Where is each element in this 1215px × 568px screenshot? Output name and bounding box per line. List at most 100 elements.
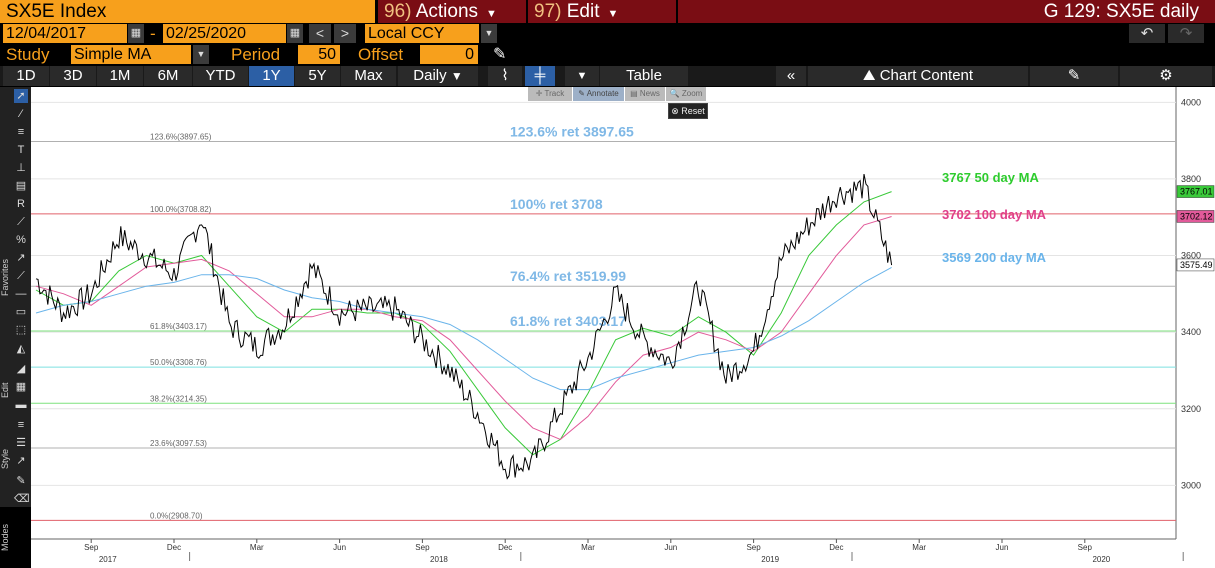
period-max[interactable]: Max (341, 66, 396, 86)
period-6m[interactable]: 6M (144, 66, 192, 86)
x-tick-label: Dec (167, 543, 181, 552)
news-label: News (639, 89, 660, 98)
chevron-right-icon[interactable]: > (334, 24, 356, 43)
edit-menu[interactable]: 97) Edit ▼ (528, 0, 676, 23)
series-line (35, 191, 892, 456)
x-tick-label: Sep (415, 543, 430, 552)
period-ytd[interactable]: YTD (193, 66, 248, 86)
track-button[interactable]: ✛ Track (528, 87, 572, 101)
calendar-icon[interactable]: ▦ (128, 24, 144, 43)
period-input[interactable]: 50 (298, 45, 340, 64)
fib-small-label: 50.0%(3308.76) (150, 358, 207, 367)
x-tick-label: Jun (333, 543, 346, 552)
security-field[interactable]: SX5E Index (0, 0, 375, 23)
calendar-icon[interactable]: ▦ (287, 24, 303, 43)
pencil-icon[interactable]: ✎ (493, 46, 507, 63)
line-style-icon[interactable]: ≡ (17, 419, 25, 431)
text-tool-icon[interactable]: T (17, 144, 25, 156)
chart-toolbar: 1D 3D 1M 6M YTD 1Y 5Y Max Daily ▼ ⌇ ╪ ▼ … (0, 66, 1215, 86)
undo-icon[interactable]: ↶ (1129, 24, 1165, 43)
period-5y[interactable]: 5Y (295, 66, 340, 86)
background-color-icon[interactable]: ▬ (15, 399, 27, 411)
chart-content-button[interactable]: ⛰ Chart Content (808, 66, 1028, 86)
eraser-icon[interactable]: ⌫ (14, 493, 30, 505)
x-tick-label: Dec (498, 543, 512, 552)
study-select[interactable]: Simple MA (71, 45, 191, 64)
caret-down-icon[interactable]: ▼ (481, 24, 497, 43)
period-1m[interactable]: 1M (97, 66, 143, 86)
chevron-left-icon[interactable]: < (309, 24, 331, 43)
fibonacci-icon[interactable]: ≡ (17, 126, 25, 138)
reset-label: Reset (681, 106, 705, 116)
reset-button[interactable]: ⊗ Reset (668, 103, 708, 119)
annotate-button[interactable]: ✎ Annotate (573, 87, 624, 101)
last-value-badge (1176, 258, 1215, 272)
horizontal-line-icon[interactable]: — (15, 288, 27, 300)
cursor-icon[interactable]: ➚ (14, 89, 28, 103)
function-title: G 129: SX5E daily (678, 0, 1215, 23)
annotation-icon[interactable]: ◭ (16, 343, 26, 355)
period-value: 50 (318, 46, 336, 63)
title-bar: SX5E Index 96) Actions ▼ 97) Edit ▼ G 129:… (0, 0, 1215, 23)
line-width-icon[interactable]: ☰ (16, 437, 26, 449)
x-tick-label: Mar (581, 543, 595, 552)
period-label: Max (354, 67, 383, 84)
caret-down-icon[interactable]: ▼ (565, 66, 599, 86)
security-name: SX5E Index (6, 1, 107, 22)
period-label: 1D (16, 67, 36, 84)
period-1y[interactable]: 1Y (249, 66, 294, 86)
caret-down-icon: ▼ (607, 8, 619, 20)
ray-icon[interactable]: ⟋ (17, 270, 25, 282)
edit-chart-icon[interactable]: ✎ (1030, 66, 1118, 86)
zoom-button[interactable]: 🔍 Zoom (666, 87, 706, 101)
trend-line-icon[interactable]: ⟋ (17, 216, 25, 228)
bracket-icon[interactable]: ⊥ (16, 162, 26, 174)
color-fill-icon[interactable]: ◢ (16, 363, 26, 375)
currency-select[interactable]: Local CCY (365, 24, 479, 43)
zoom-label: Zoom (681, 89, 703, 98)
frequency-select[interactable]: Daily ▼ (398, 66, 478, 86)
fib-small-label: 61.8%(3403.17) (150, 322, 207, 331)
draw-line-icon[interactable]: ∕ (20, 108, 22, 120)
start-date-input[interactable]: 12/04/2017 (3, 24, 127, 43)
table-label: Table (626, 67, 662, 84)
channel-icon[interactable]: ▭ (15, 306, 27, 318)
last-value-label: 3702.12 (1180, 211, 1213, 221)
news-button[interactable]: ▤ News (625, 87, 665, 101)
pattern-icon[interactable]: ⬚ (15, 324, 27, 336)
percent-icon[interactable]: % (16, 234, 26, 246)
y-tick-label: 3000 (1181, 480, 1201, 490)
end-date-input[interactable]: 02/25/2020 (163, 24, 286, 43)
offset-input[interactable]: 0 (420, 45, 478, 64)
period-3d[interactable]: 3D (50, 66, 96, 86)
arrow-line-icon[interactable]: ↗ (16, 252, 26, 264)
table-button[interactable]: Table (600, 66, 688, 86)
fib-small-label: 123.6%(3897.65) (150, 133, 212, 142)
regression-icon[interactable]: R (17, 198, 25, 210)
actions-label: Actions (415, 1, 479, 22)
period-1d[interactable]: 1D (3, 66, 49, 86)
series-line (35, 266, 892, 391)
gear-icon[interactable]: ⚙ (1120, 66, 1212, 86)
frequency-value: Daily (413, 67, 447, 84)
arrow-style-icon[interactable]: ↗ (16, 455, 26, 467)
rectangle-icon[interactable]: ▤ (15, 180, 27, 192)
actions-menu[interactable]: 96) Actions ▼ (378, 0, 526, 23)
study-value: Simple MA (74, 46, 152, 63)
period-label: 6M (157, 67, 179, 84)
start-date-value: 12/04/2017 (6, 25, 87, 42)
double-chevron-left-icon[interactable]: « (776, 66, 806, 86)
x-tick-label: Sep (84, 543, 99, 552)
annotate-label: Annotate (586, 89, 619, 98)
line-chart-icon[interactable]: ⌇ (488, 66, 522, 86)
ma-annotations: 3767 50 day MA 3702 100 day MA 3569 200 da… (942, 170, 1047, 265)
pencil-icon[interactable]: ✎ (16, 475, 26, 487)
last-value-label: 3767.01 (1180, 187, 1213, 197)
redo-icon[interactable]: ↷ (1168, 24, 1204, 43)
fib-small-label: 100.0%(3708.82) (150, 205, 212, 214)
period-label: Period (231, 45, 281, 64)
fill-icon[interactable]: ▦ (15, 381, 27, 393)
bar-chart-icon[interactable]: ╪ (525, 66, 555, 86)
caret-down-icon[interactable]: ▼ (193, 45, 209, 64)
